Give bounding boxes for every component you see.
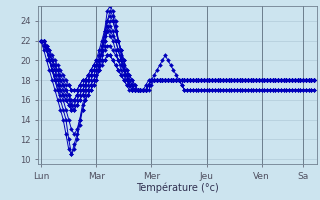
X-axis label: Température (°c): Température (°c) <box>136 182 219 193</box>
